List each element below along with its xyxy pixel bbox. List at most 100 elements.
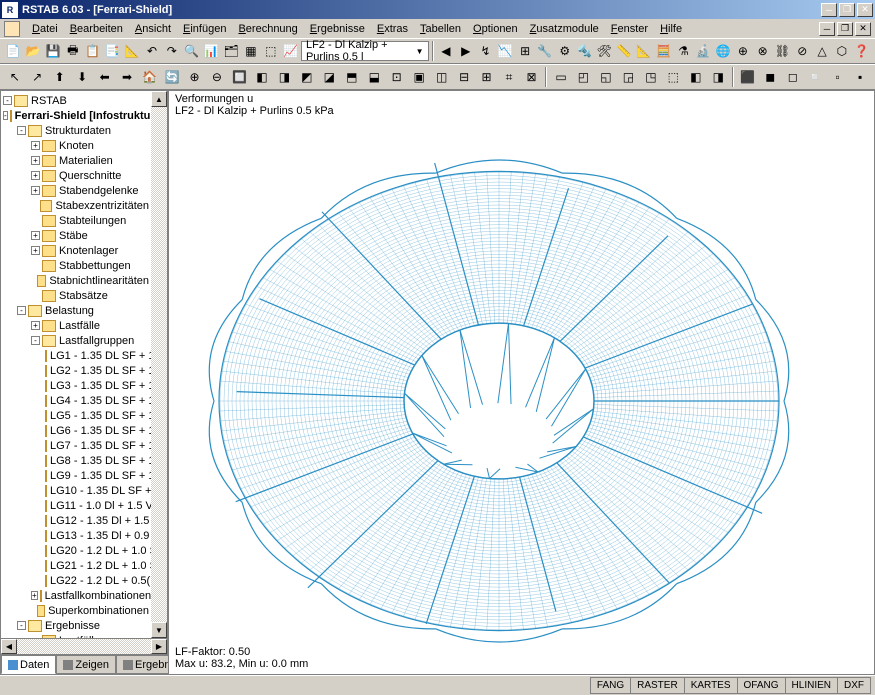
toolbar-button-29[interactable]: 🔬 [694,40,713,62]
toolbar-button-25[interactable]: ▭ [550,66,571,88]
toolbar-button-13[interactable]: ⬚ [261,40,280,62]
tree-node[interactable]: +Querschnitte [3,168,149,183]
tree-node[interactable]: LG12 - 1.35 Dl + 1.5 [3,513,149,528]
menu-optionen[interactable]: Optionen [467,22,524,36]
toolbar-button-29[interactable]: ◳ [640,66,661,88]
toolbar-button-6[interactable]: 📐 [123,40,142,62]
tree-node[interactable]: -RSTAB [3,93,149,108]
toolbar-button-16[interactable]: ⬓ [364,66,385,88]
menu-fenster[interactable]: Fenster [605,22,654,36]
toolbar-button-22[interactable]: ⌗ [498,66,519,88]
toolbar-button-8[interactable]: ↷ [162,40,181,62]
tree-node[interactable]: Stabsätze [3,288,149,303]
toolbar-button-31[interactable]: ◧ [685,66,706,88]
tree-node[interactable]: Stabteilungen [3,213,149,228]
toolbar-button-16[interactable]: ◀ [437,40,456,62]
tree-node[interactable]: +Stäbe [3,228,149,243]
toolbar-button-28[interactable]: ◲ [618,66,639,88]
expand-icon[interactable]: + [31,156,40,165]
toolbar-button-18[interactable]: ▣ [408,66,429,88]
mdi-minimize-button[interactable]: ─ [819,22,835,36]
toolbar-button-31[interactable]: ⊕ [733,40,752,62]
toolbar-button-30[interactable]: 🌐 [714,40,733,62]
tree-node[interactable]: -Strukturdaten [3,123,149,138]
toolbar-button-23[interactable]: ⊠ [521,66,542,88]
toolbar-button-36[interactable]: ◻ [782,66,803,88]
expand-icon[interactable]: + [31,141,40,150]
toolbar-button-6[interactable]: 🏠 [139,66,160,88]
menu-bearbeiten[interactable]: Bearbeiten [64,22,129,36]
status-toggle-ofang[interactable]: OFANG [737,677,786,694]
tree-node[interactable]: LG8 - 1.35 DL SF + 1 [3,453,149,468]
toolbar-button-1[interactable]: ↗ [26,66,47,88]
scroll-left-button[interactable]: ◀ [1,639,17,654]
tree-node[interactable]: LG20 - 1.2 DL + 1.0 S [3,543,149,558]
tree-node[interactable]: LG5 - 1.35 DL SF + 1 [3,408,149,423]
mdi-maximize-button[interactable]: ❐ [837,22,853,36]
menu-tabellen[interactable]: Tabellen [414,22,467,36]
toolbar-button-39[interactable]: ▪ [849,66,870,88]
toolbar-button-32[interactable]: ⊗ [753,40,772,62]
tree-node[interactable]: -Ferrari-Shield [Infostrukture [3,108,149,123]
tree-node[interactable]: -Lastfallgruppen [3,333,149,348]
tree-view[interactable]: -RSTAB-Ferrari-Shield [Infostrukture-Str… [1,91,151,638]
menu-ansicht[interactable]: Ansicht [129,22,177,36]
scroll-right-button[interactable]: ▶ [151,639,167,654]
collapse-icon[interactable]: - [31,336,40,345]
tree-node[interactable]: LG2 - 1.35 DL SF + 1 [3,363,149,378]
scroll-up-button[interactable]: ▲ [151,91,167,107]
toolbar-button-14[interactable]: 📈 [281,40,300,62]
menu-hilfe[interactable]: Hilfe [654,22,688,36]
toolbar-button-0[interactable]: ↖ [4,66,25,88]
menu-extras[interactable]: Extras [371,22,414,36]
toolbar-button-26[interactable]: ◰ [573,66,594,88]
expand-icon[interactable]: + [31,246,40,255]
tree-node[interactable]: LG9 - 1.35 DL SF + 1 [3,468,149,483]
toolbar-button-22[interactable]: ⚙ [555,40,574,62]
toolbar-button-14[interactable]: ◪ [319,66,340,88]
tree-hscroll[interactable]: ◀ ▶ [1,638,167,654]
tree-node[interactable]: +Lastfälle [3,318,149,333]
toolbar-button-5[interactable]: 📑 [103,40,122,62]
tree-node[interactable]: LG3 - 1.35 DL SF + 1 [3,378,149,393]
tree-node[interactable]: -Belastung [3,303,149,318]
expand-icon[interactable]: + [31,321,40,330]
toolbar-button-3[interactable]: ⬇ [71,66,92,88]
toolbar-button-11[interactable]: 🗂 [222,40,241,62]
tree-node[interactable]: +Stabendgelenke [3,183,149,198]
toolbar-button-37[interactable]: ◽ [804,66,825,88]
collapse-icon[interactable]: - [17,621,26,630]
expand-icon[interactable]: + [31,591,38,600]
toolbar-button-20[interactable]: ⊞ [516,40,535,62]
sidebar-tab-daten[interactable]: Daten [1,655,56,674]
toolbar-button-28[interactable]: ⚗ [674,40,693,62]
tree-node[interactable]: LG1 - 1.35 DL SF + 1 [3,348,149,363]
toolbar-button-34[interactable]: ⬛ [737,66,758,88]
status-toggle-fang[interactable]: FANG [590,677,631,694]
tree-node[interactable]: LG13 - 1.35 Dl + 0.9 [3,528,149,543]
expand-icon[interactable]: + [31,186,40,195]
collapse-icon[interactable]: - [3,111,8,120]
toolbar-button-27[interactable]: 🧮 [654,40,673,62]
toolbar-button-33[interactable]: ⛓ [773,40,792,62]
toolbar-button-24[interactable]: 🛠 [595,40,614,62]
toolbar-button-7[interactable]: 🔄 [161,66,182,88]
tree-node[interactable]: +Knoten [3,138,149,153]
toolbar-button-25[interactable]: 📏 [615,40,634,62]
toolbar-button-4[interactable]: ⬅ [94,66,115,88]
tree-node[interactable]: LG22 - 1.2 DL + 0.5( [3,573,149,588]
tree-node[interactable]: Stabbettungen [3,258,149,273]
tree-node[interactable]: +Materialien [3,153,149,168]
toolbar-button-10[interactable]: 📊 [202,40,221,62]
toolbar-button-21[interactable]: ⊞ [476,66,497,88]
menu-zusatzmodule[interactable]: Zusatzmodule [524,22,605,36]
mdi-close-button[interactable]: ✕ [855,22,871,36]
viewport-3d[interactable]: Verformungen u LF2 - Dl Kalzip + Purlins… [168,90,875,675]
minimize-button[interactable]: ─ [821,3,837,17]
menu-einfügen[interactable]: Einfügen [177,22,232,36]
tree-node[interactable]: LG21 - 1.2 DL + 1.0 S [3,558,149,573]
menu-berechnung[interactable]: Berechnung [232,22,303,36]
toolbar-button-38[interactable]: ▫ [827,66,848,88]
collapse-icon[interactable]: - [17,126,26,135]
tree-node[interactable]: LG7 - 1.35 DL SF + 1 [3,438,149,453]
